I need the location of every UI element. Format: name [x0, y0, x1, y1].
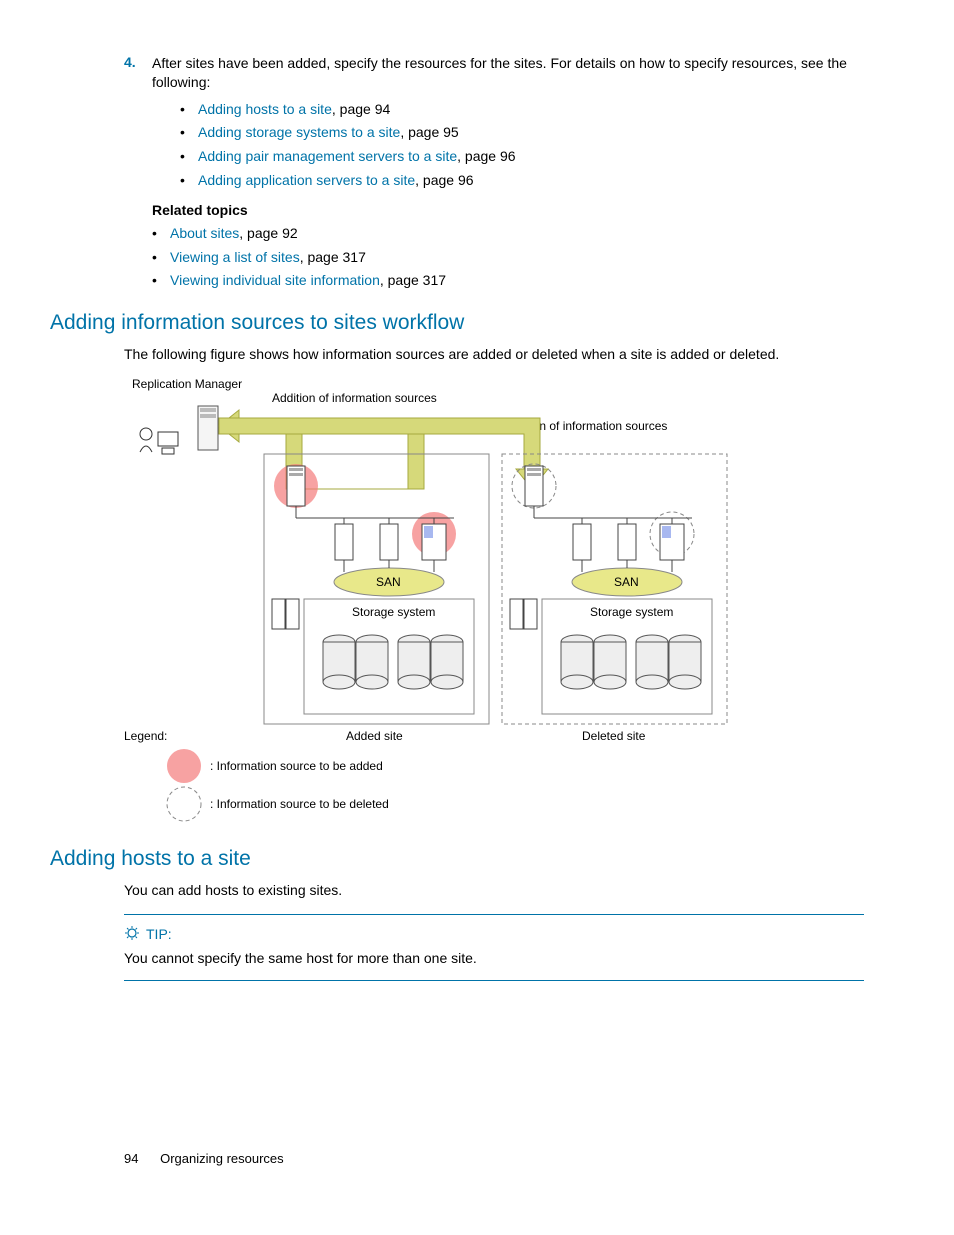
page-ref: , page 95 — [400, 124, 458, 140]
heading-workflow: Adding information sources to sites work… — [50, 311, 864, 335]
heading-adding-hosts: Adding hosts to a site — [50, 847, 864, 871]
step-text: After sites have been added, specify the… — [152, 54, 864, 92]
added-site-box: SAN Storage system — [264, 454, 489, 743]
storage-cylinders-2 — [561, 635, 701, 689]
list-item: •Viewing a list of sites, page 317 — [152, 248, 864, 268]
tip-block: TIP: You cannot specify the same host fo… — [124, 914, 864, 981]
diagram-label-storage: Storage system — [352, 605, 435, 619]
diagram-legend-del: : Information source to be deleted — [210, 797, 389, 811]
diagram-legend-label: Legend: — [124, 729, 167, 743]
link-about-sites[interactable]: About sites — [170, 225, 239, 241]
tip-text: You cannot specify the same host for mor… — [124, 950, 864, 966]
server-icon — [198, 406, 218, 450]
chapter-title: Organizing resources — [160, 1151, 284, 1166]
storage-cylinders — [323, 635, 463, 689]
diagram-label-storage-2: Storage system — [590, 605, 673, 619]
user-icon — [140, 428, 178, 454]
page-footer: 94 Organizing resources — [124, 1151, 864, 1166]
page-ref: , page 317 — [380, 272, 446, 288]
diagram-label-san-2: SAN — [614, 575, 639, 589]
paragraph-workflow: The following figure shows how informati… — [124, 345, 864, 364]
diagram-label-addition: Addition of information sources — [272, 391, 437, 405]
tip-label: TIP: — [146, 926, 172, 942]
page-ref: , page 94 — [332, 101, 390, 117]
related-topics-header: Related topics — [152, 202, 864, 218]
link-viewing-list[interactable]: Viewing a list of sites — [170, 249, 300, 265]
list-item: •Adding storage systems to a site, page … — [180, 123, 864, 143]
diagram-label-added-site: Added site — [346, 729, 403, 743]
paragraph-adding-hosts: You can add hosts to existing sites. — [124, 881, 864, 900]
link-viewing-individual[interactable]: Viewing individual site information — [170, 272, 380, 288]
step-number: 4. — [124, 54, 152, 92]
link-adding-storage[interactable]: Adding storage systems to a site — [198, 124, 400, 140]
link-adding-app-servers[interactable]: Adding application servers to a site — [198, 172, 415, 188]
step-4: 4. After sites have been added, specify … — [124, 54, 864, 92]
step-sub-bullets: •Adding hosts to a site, page 94 •Adding… — [180, 100, 864, 190]
rack-icon-2 — [510, 599, 537, 629]
page-ref: , page 317 — [300, 249, 366, 265]
list-item: •Adding pair management servers to a sit… — [180, 147, 864, 167]
workflow-diagram: Replication Manager Addition of informat… — [124, 374, 864, 827]
diagram-label-san: SAN — [376, 575, 401, 589]
diagram-label-replication-manager: Replication Manager — [132, 377, 242, 391]
lightbulb-icon — [124, 925, 140, 944]
list-item: •About sites, page 92 — [152, 224, 864, 244]
page-number: 94 — [124, 1151, 138, 1166]
page-ref: , page 96 — [415, 172, 473, 188]
page-ref: , page 96 — [457, 148, 515, 164]
diagram-legend-add: : Information source to be added — [210, 759, 383, 773]
list-item: •Viewing individual site information, pa… — [152, 271, 864, 291]
link-adding-hosts[interactable]: Adding hosts to a site — [198, 101, 332, 117]
deleted-site-box: SAN Storage system — [502, 454, 727, 743]
link-adding-pair-mgmt[interactable]: Adding pair management servers to a site — [198, 148, 457, 164]
list-item: •Adding application servers to a site, p… — [180, 171, 864, 191]
rack-icon — [272, 599, 299, 629]
related-topics-list: •About sites, page 92 •Viewing a list of… — [152, 224, 864, 291]
diagram-label-deleted-site: Deleted site — [582, 729, 646, 743]
list-item: •Adding hosts to a site, page 94 — [180, 100, 864, 120]
page-ref: , page 92 — [239, 225, 297, 241]
